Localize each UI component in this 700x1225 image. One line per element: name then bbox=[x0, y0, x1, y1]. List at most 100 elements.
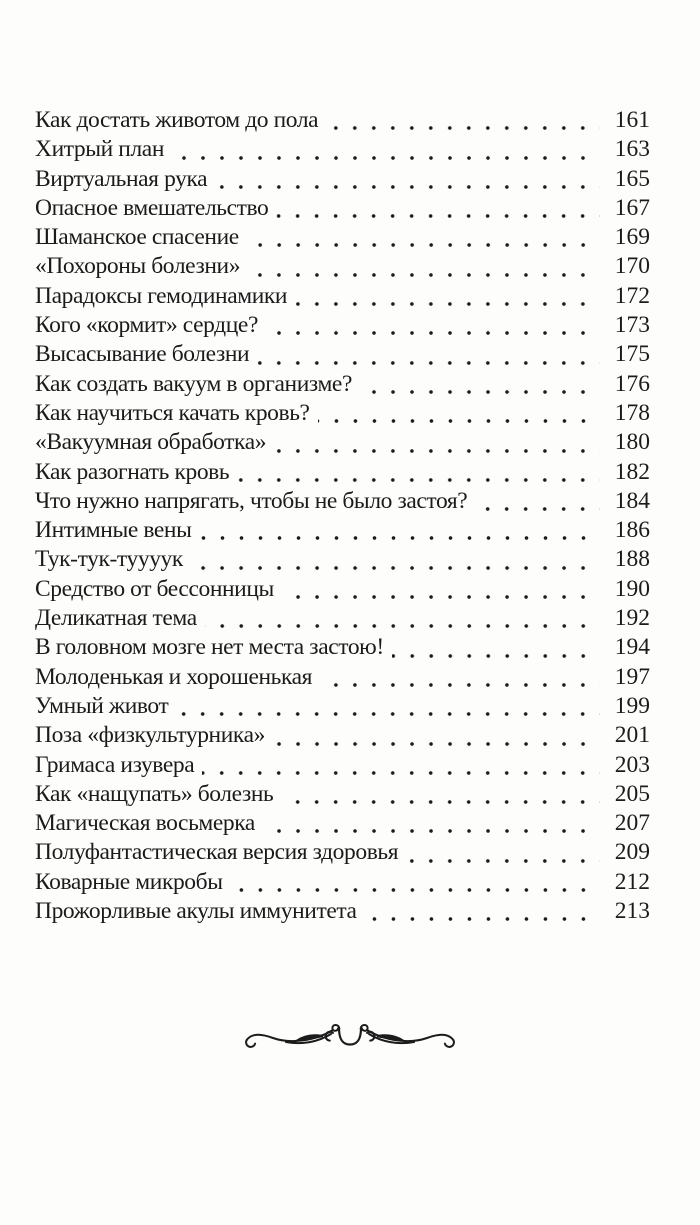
dot-leader bbox=[320, 682, 600, 687]
toc-entry-title: Молоденькая и хорошенькая bbox=[35, 663, 313, 690]
toc-entry-page: 176 bbox=[614, 370, 650, 397]
toc-entry-title: Поза «физкультурника» bbox=[35, 722, 265, 749]
toc-entry-title: Деликатная тема bbox=[35, 605, 197, 632]
toc-entry: Как «нащупать» болезнь 205 bbox=[35, 781, 650, 810]
toc-entry-title: Тук-тук-туууук bbox=[35, 546, 183, 573]
dot-leader bbox=[281, 800, 600, 805]
toc-entry: Как создать вакуум в организме? 176 bbox=[35, 371, 650, 400]
toc-list: Как достать животом до пола 161 Хитрый п… bbox=[35, 107, 650, 927]
dot-leader bbox=[262, 829, 600, 834]
flourish-divider-icon bbox=[245, 1024, 455, 1049]
toc-entry: Тук-тук-туууук 188 bbox=[35, 546, 650, 575]
toc-entry-page: 163 bbox=[614, 136, 650, 163]
toc-entry-page: 213 bbox=[614, 898, 650, 925]
toc-entry-page: 190 bbox=[614, 575, 650, 602]
toc-entry-page: 188 bbox=[614, 546, 650, 573]
toc-entry-page: 182 bbox=[614, 458, 650, 485]
toc-entry-title: Средство от бессонницы bbox=[35, 575, 274, 602]
toc-entry-page: 172 bbox=[614, 282, 650, 309]
dot-leader bbox=[274, 448, 600, 453]
dot-leader bbox=[317, 419, 600, 424]
toc-entry: Хитрый план 163 bbox=[35, 136, 650, 165]
toc-entry-page: 180 bbox=[614, 429, 650, 456]
dot-leader bbox=[326, 126, 600, 131]
toc-entry: Как научиться качать кровь? 178 bbox=[35, 400, 650, 429]
dot-leader bbox=[272, 741, 600, 746]
toc-entry-title: Как научиться качать кровь? bbox=[35, 399, 310, 426]
dot-leader bbox=[265, 331, 600, 336]
toc-entry: Парадоксы гемодинамики 172 bbox=[35, 283, 650, 312]
toc-entry-title: Как «нащупать» болезнь bbox=[35, 780, 274, 807]
toc-entry-page: 173 bbox=[614, 312, 650, 339]
dot-leader bbox=[199, 536, 600, 541]
toc-entry: Прожорливые акулы иммунитета 213 bbox=[35, 898, 650, 927]
dot-leader bbox=[176, 712, 600, 717]
toc-entry-title: «Вакуумная обработка» bbox=[35, 429, 267, 456]
toc-entry: Умный живот 199 bbox=[35, 693, 650, 722]
toc-entry-title: Как разогнать кровь bbox=[35, 458, 230, 485]
dot-leader bbox=[276, 214, 600, 219]
toc-entry-page: 170 bbox=[614, 253, 650, 280]
toc-entry: Полуфантастическая версия здоровья 209 bbox=[35, 839, 650, 868]
toc-entry-title: Парадоксы гемодинамики bbox=[35, 282, 288, 309]
dot-leader bbox=[406, 858, 600, 863]
toc-entry-title: Магическая восьмерка bbox=[35, 810, 255, 837]
toc-entry-page: 161 bbox=[614, 107, 650, 133]
toc-entry-page: 169 bbox=[614, 224, 650, 251]
toc-entry-title: Как достать животом до пола bbox=[35, 107, 319, 133]
toc-entry: Интимные вены 186 bbox=[35, 517, 650, 546]
dot-leader bbox=[202, 770, 600, 775]
toc-entry: Опасное вмешательство 167 bbox=[35, 195, 650, 224]
toc-entry-title: Коварные микробы bbox=[35, 868, 223, 895]
toc-entry-page: 212 bbox=[614, 868, 650, 895]
toc-entry-page: 192 bbox=[614, 605, 650, 632]
dot-leader bbox=[204, 624, 600, 629]
dot-leader bbox=[475, 507, 600, 512]
toc-entry-title: «Похороны болезни» bbox=[35, 253, 241, 280]
toc-entry-title: Хитрый план bbox=[35, 136, 165, 163]
toc-entry-title: Умный живот bbox=[35, 692, 169, 719]
toc-entry: Магическая восьмерка 207 bbox=[35, 810, 650, 839]
toc-entry: Как достать животом до пола 161 bbox=[35, 107, 650, 136]
dot-leader bbox=[257, 360, 600, 365]
dot-leader bbox=[190, 565, 600, 570]
dot-leader bbox=[391, 653, 600, 658]
dot-leader bbox=[172, 155, 600, 160]
toc-entry-page: 199 bbox=[614, 692, 650, 719]
dot-leader bbox=[215, 184, 600, 189]
toc-entry: Что нужно напрягать, чтобы не было засто… bbox=[35, 488, 650, 517]
dot-leader bbox=[281, 595, 600, 600]
toc-entry: «Похороны болезни» 170 bbox=[35, 253, 650, 282]
toc-entry-page: 186 bbox=[614, 517, 650, 544]
toc-entry-page: 167 bbox=[614, 194, 650, 221]
toc-entry-title: Прожорливые акулы иммунитета bbox=[35, 898, 357, 925]
dot-leader bbox=[230, 888, 600, 893]
toc-entry: Высасывание болезни 175 bbox=[35, 341, 650, 370]
ornament-divider bbox=[0, 1020, 700, 1057]
toc-entry-title: Кого «кормит» сердце? bbox=[35, 312, 258, 339]
toc-entry-page: 209 bbox=[614, 839, 650, 866]
toc-entry-title: Гримаса изувера bbox=[35, 751, 195, 778]
toc-entry: «Вакуумная обработка» 180 bbox=[35, 429, 650, 458]
toc-entry-title: Высасывание болезни bbox=[35, 341, 250, 368]
toc-entry-page: 197 bbox=[614, 663, 650, 690]
toc-entry: Шаманское спасение 169 bbox=[35, 224, 650, 253]
toc-entry-title: В головном мозге нет места застою! bbox=[35, 634, 384, 661]
toc-entry-title: Интимные вены bbox=[35, 517, 192, 544]
toc-entry: В головном мозге нет места застою! 194 bbox=[35, 634, 650, 663]
toc-entry-title: Опасное вмешательство bbox=[35, 194, 269, 221]
toc-entry: Молоденькая и хорошенькая 197 bbox=[35, 664, 650, 693]
toc-entry-page: 165 bbox=[614, 165, 650, 192]
toc-entry: Коварные микробы 212 bbox=[35, 869, 650, 898]
toc-entry-page: 203 bbox=[614, 751, 650, 778]
toc-entry-page: 201 bbox=[614, 722, 650, 749]
dot-leader bbox=[295, 302, 600, 307]
toc-entry-page: 175 bbox=[614, 341, 650, 368]
toc-entry: Кого «кормит» сердце? 173 bbox=[35, 312, 650, 341]
toc-entry-title: Как создать вакуум в организме? bbox=[35, 370, 352, 397]
toc-entry: Поза «физкультурника» 201 bbox=[35, 722, 650, 751]
toc-entry: Гримаса изувера 203 bbox=[35, 752, 650, 781]
toc-entry-page: 207 bbox=[614, 810, 650, 837]
dot-leader bbox=[246, 243, 600, 248]
